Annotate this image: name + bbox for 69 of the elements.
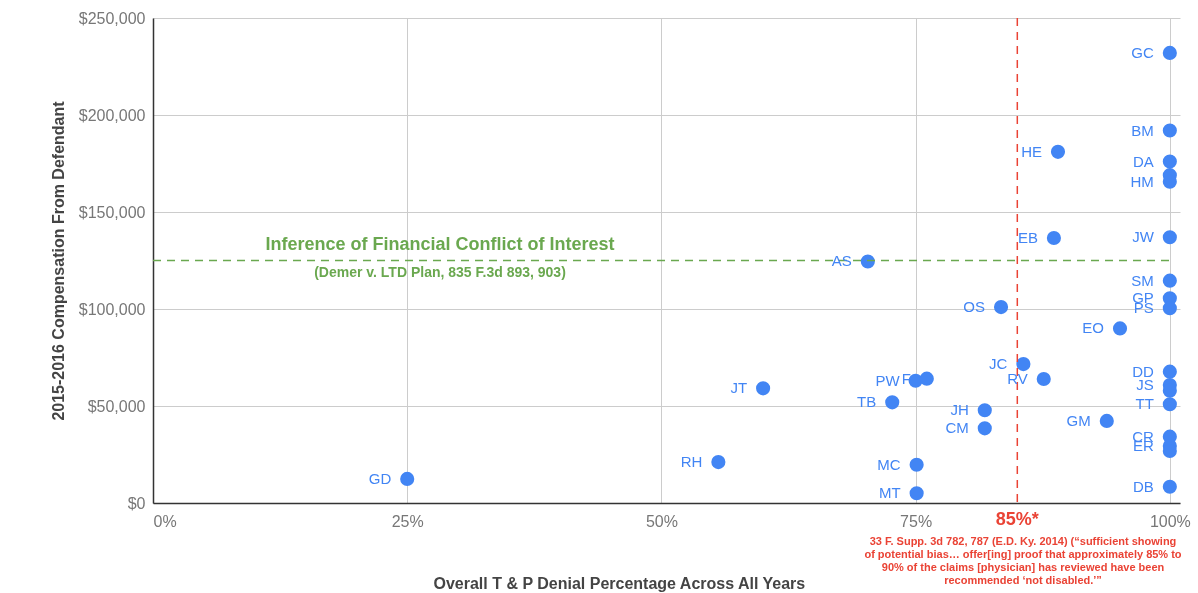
annotation: GM xyxy=(1066,411,1091,429)
point xyxy=(919,371,934,386)
x-tick-label: 0% xyxy=(153,512,177,530)
point xyxy=(756,381,771,396)
point xyxy=(1162,154,1177,169)
annotation: TB xyxy=(857,393,877,411)
x-tick-label: 75% xyxy=(900,512,933,530)
y-tick-label: $0 xyxy=(127,494,146,512)
annotation: DA xyxy=(1132,152,1154,170)
annotation: RV xyxy=(1007,370,1028,388)
annotation: MT xyxy=(878,484,901,502)
point xyxy=(993,300,1009,315)
point xyxy=(1162,45,1177,60)
annotation: MC xyxy=(877,455,901,473)
annotation: EO xyxy=(1082,319,1105,337)
point xyxy=(1050,144,1066,159)
point xyxy=(909,486,924,501)
point xyxy=(860,254,875,269)
y-tick-label: $250,000 xyxy=(78,9,146,27)
annotation: JH xyxy=(950,401,969,419)
annotation: GD xyxy=(368,469,392,487)
annotation: TT xyxy=(1135,395,1154,413)
annotation: RH xyxy=(680,453,703,471)
point xyxy=(1036,371,1051,387)
annotation: JT xyxy=(730,379,748,397)
x-tick-label: 50% xyxy=(645,512,678,530)
annotation: PW xyxy=(875,371,901,389)
point xyxy=(1162,273,1177,288)
x-tick-label: 25% xyxy=(391,512,424,530)
annotation: OS xyxy=(963,298,986,316)
point xyxy=(1046,230,1061,246)
point xyxy=(909,457,924,472)
annotation: HE xyxy=(1021,142,1042,160)
annotation: JW xyxy=(1132,228,1155,246)
point xyxy=(1162,301,1177,316)
y-tick-label: $150,000 xyxy=(78,203,146,221)
point xyxy=(1162,397,1177,412)
annotation: EB xyxy=(1017,229,1038,246)
y-axis-title: 2015-2016 Compensation From Defendant xyxy=(49,100,67,421)
point xyxy=(885,395,900,410)
annotation: AS xyxy=(831,252,852,270)
annotation: SM xyxy=(1131,271,1154,289)
annotation: (Demer v. LTD Plan, 835 F.3d 893, 903) xyxy=(314,263,566,280)
y-tick-label: $50,000 xyxy=(87,397,146,415)
point xyxy=(977,403,992,418)
ref-line-label: Inference of Financial Conflict of Interest xyxy=(265,233,615,254)
x-tick-label: 100% xyxy=(1149,512,1191,530)
point xyxy=(1162,230,1177,245)
x-axis-title: Overall T & P Denial Percentage Across All Years xyxy=(433,574,806,592)
point xyxy=(1112,321,1128,336)
point xyxy=(1016,357,1031,372)
point xyxy=(711,455,726,470)
annotation: CM xyxy=(945,419,969,437)
point xyxy=(1162,123,1177,138)
annotation: BM xyxy=(1131,121,1154,139)
annotation: HM xyxy=(1130,172,1154,190)
point xyxy=(1162,479,1177,494)
point xyxy=(1162,364,1177,379)
point xyxy=(1099,413,1114,428)
annotation: JC xyxy=(989,355,1008,373)
text: 33 F. Supp. 3d 782, 787 (E.D. Ky. 2014) (“sufficient showing of potential bias… offer[ing] proof that approximately 85% to 90% of the claims [physician] has reviewed have been recommended ‘not disabled.’” xyxy=(864,535,1182,586)
y-tick-label: $100,000 xyxy=(78,300,146,318)
annotation: GC xyxy=(1131,43,1154,61)
ref-line-label: 85%* xyxy=(995,509,1039,529)
point xyxy=(977,421,992,436)
y-tick-label: $200,000 xyxy=(78,106,146,124)
annotation: DB xyxy=(1132,477,1154,495)
annotation: F xyxy=(901,369,911,387)
point xyxy=(400,471,415,486)
